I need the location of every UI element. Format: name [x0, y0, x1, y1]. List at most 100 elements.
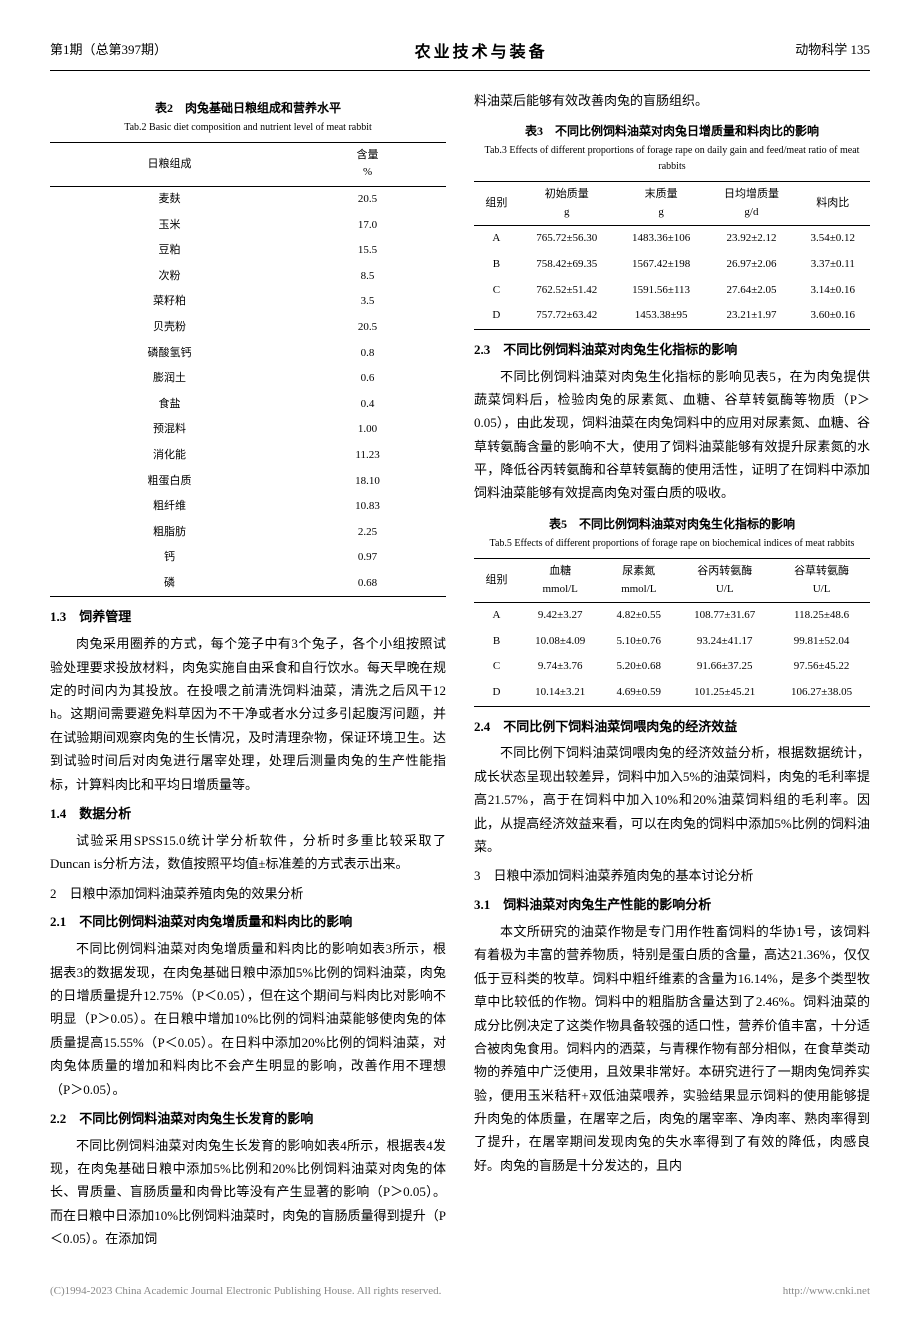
- table-cell: 菜籽粕: [50, 289, 289, 315]
- table5-title: 表5 不同比例饲料油菜对肉兔生化指标的影响: [474, 515, 870, 534]
- two-column-layout: 表2 肉兔基础日粮组成和营养水平 Tab.2 Basic diet compos…: [50, 89, 870, 1253]
- table-cell: 8.5: [289, 264, 446, 290]
- table-cell: 4.69±0.59: [601, 680, 676, 706]
- table-cell: 106.27±38.05: [773, 680, 870, 706]
- table-cell: 膨润土: [50, 366, 289, 392]
- table-cell: 预混料: [50, 417, 289, 443]
- table-cell: 99.81±52.04: [773, 629, 870, 655]
- table-row: 菜籽粕3.5: [50, 289, 446, 315]
- table-header-cell: 日粮组成: [50, 142, 289, 186]
- table-cell: 麦麸: [50, 186, 289, 212]
- table-cell: 钙: [50, 545, 289, 571]
- table-header-cell: 初始质量 g: [519, 182, 615, 226]
- table-cell: 91.66±37.25: [676, 654, 773, 680]
- sec-2-1-title: 2.1 不同比例饲料油菜对肉兔增质量和料肉比的影响: [50, 912, 446, 933]
- table-cell: 3.54±0.12: [796, 226, 870, 252]
- sec-2-1-body: 不同比例饲料油菜对肉兔增质量和料肉比的影响如表3所示，根据表3的数据发现，在肉兔…: [50, 937, 446, 1101]
- table-cell: 11.23: [289, 443, 446, 469]
- table-header-cell: 末质量 g: [615, 182, 708, 226]
- header-right: 动物科学 135: [795, 40, 870, 66]
- table-cell: 5.20±0.68: [601, 654, 676, 680]
- footer-copyright: (C)1994-2023 China Academic Journal Elec…: [50, 1283, 441, 1301]
- page-footer: (C)1994-2023 China Academic Journal Elec…: [50, 1283, 870, 1301]
- sec-2-2-title: 2.2 不同比例饲料油菜对肉兔生长发育的影响: [50, 1109, 446, 1130]
- sec-3-1-title: 3.1 饲料油菜对肉兔生产性能的影响分析: [474, 895, 870, 916]
- header-left: 第1期（总第397期）: [50, 40, 167, 66]
- table-row: C762.52±51.421591.56±11327.64±2.053.14±0…: [474, 278, 870, 304]
- table-cell: 3.60±0.16: [796, 303, 870, 329]
- table-cell: 15.5: [289, 238, 446, 264]
- table-row: 次粉8.5: [50, 264, 446, 290]
- table-cell: 3.14±0.16: [796, 278, 870, 304]
- sec-1-4-body: 试验采用SPSS15.0统计学分析软件，分析时多重比较采取了Duncan is分…: [50, 829, 446, 876]
- table3: 组别初始质量 g末质量 g日均增质量 g/d料肉比 A765.72±56.301…: [474, 181, 870, 330]
- table-row: C9.74±3.765.20±0.6891.66±37.2597.56±45.2…: [474, 654, 870, 680]
- table-cell: 26.97±2.06: [707, 252, 795, 278]
- table-cell: 豆粕: [50, 238, 289, 264]
- table-cell: 消化能: [50, 443, 289, 469]
- table-header-cell: 谷丙转氨酶 U/L: [676, 559, 773, 603]
- table5-subtitle: Tab.5 Effects of different proportions o…: [474, 536, 870, 552]
- table-cell: 10.14±3.21: [519, 680, 601, 706]
- right-column: 料油菜后能够有效改善肉兔的盲肠组织。 表3 不同比例饲料油菜对肉兔日增质量和料肉…: [474, 89, 870, 1253]
- table-cell: 765.72±56.30: [519, 226, 615, 252]
- table-cell: 9.42±3.27: [519, 603, 601, 629]
- table-cell: 101.25±45.21: [676, 680, 773, 706]
- table-row: 食盐0.4: [50, 392, 446, 418]
- table-cell: 20.5: [289, 315, 446, 341]
- table-row: B758.42±69.351567.42±19826.97±2.063.37±0…: [474, 252, 870, 278]
- table-header-cell: 血糖 mmol/L: [519, 559, 601, 603]
- table-cell: 23.92±2.12: [707, 226, 795, 252]
- table-row: 粗脂肪2.25: [50, 520, 446, 546]
- table-row: 预混料1.00: [50, 417, 446, 443]
- table-cell: A: [474, 603, 519, 629]
- table-cell: 758.42±69.35: [519, 252, 615, 278]
- table-header-cell: 含量 %: [289, 142, 446, 186]
- table-cell: 0.8: [289, 341, 446, 367]
- table-cell: 0.4: [289, 392, 446, 418]
- table-cell: 食盐: [50, 392, 289, 418]
- left-column: 表2 肉兔基础日粮组成和营养水平 Tab.2 Basic diet compos…: [50, 89, 446, 1253]
- sec-1-3-title: 1.3 饲养管理: [50, 607, 446, 628]
- sec-2-2-body: 不同比例饲料油菜对肉兔生长发育的影响如表4所示，根据表4发现，在肉兔基础日粮中添…: [50, 1134, 446, 1251]
- table-header-cell: 组别: [474, 559, 519, 603]
- table-row: 粗纤维10.83: [50, 494, 446, 520]
- table-cell: 粗脂肪: [50, 520, 289, 546]
- table-cell: 118.25±48.6: [773, 603, 870, 629]
- table-row: B10.08±4.095.10±0.7693.24±41.1799.81±52.…: [474, 629, 870, 655]
- table2-title: 表2 肉兔基础日粮组成和营养水平: [50, 99, 446, 118]
- table-cell: 0.68: [289, 571, 446, 597]
- table-row: D757.72±63.421453.38±9523.21±1.973.60±0.…: [474, 303, 870, 329]
- table-header-cell: 组别: [474, 182, 519, 226]
- table-cell: 27.64±2.05: [707, 278, 795, 304]
- table-cell: 贝壳粉: [50, 315, 289, 341]
- table-cell: 0.6: [289, 366, 446, 392]
- table-row: 麦麸20.5: [50, 186, 446, 212]
- table-header-cell: 料肉比: [796, 182, 870, 226]
- table-cell: 10.83: [289, 494, 446, 520]
- table-cell: 93.24±41.17: [676, 629, 773, 655]
- sec-2-4-title: 2.4 不同比例下饲料油菜饲喂肉兔的经济效益: [474, 717, 870, 738]
- table-cell: 97.56±45.22: [773, 654, 870, 680]
- table-row: 粗蛋白质18.10: [50, 469, 446, 495]
- table3-subtitle: Tab.3 Effects of different proportions o…: [474, 143, 870, 175]
- table-cell: C: [474, 654, 519, 680]
- table-cell: 4.82±0.55: [601, 603, 676, 629]
- page-header: 第1期（总第397期） 农业技术与装备 动物科学 135: [50, 40, 870, 71]
- table2-subtitle: Tab.2 Basic diet composition and nutrien…: [50, 120, 446, 136]
- table-row: A765.72±56.301483.36±10623.92±2.123.54±0…: [474, 226, 870, 252]
- table-cell: 5.10±0.76: [601, 629, 676, 655]
- table-cell: 23.21±1.97: [707, 303, 795, 329]
- sec-3-1-body: 本文所研究的油菜作物是专门用作牲畜饲料的华协1号，该饲料有着极为丰富的营养物质，…: [474, 920, 870, 1177]
- sec-1-3-body: 肉兔采用圈养的方式，每个笼子中有3个兔子，各个小组按照试验处理要求投放材料，肉兔…: [50, 632, 446, 796]
- table-cell: 3.5: [289, 289, 446, 315]
- table-row: 消化能11.23: [50, 443, 446, 469]
- table-cell: 粗蛋白质: [50, 469, 289, 495]
- table-row: 玉米17.0: [50, 213, 446, 239]
- table-cell: C: [474, 278, 519, 304]
- table-cell: 757.72±63.42: [519, 303, 615, 329]
- sec-2-title: 2 日粮中添加饲料油菜养殖肉兔的效果分析: [50, 884, 446, 905]
- table-cell: 1591.56±113: [615, 278, 708, 304]
- table-cell: 2.25: [289, 520, 446, 546]
- table-row: D10.14±3.214.69±0.59101.25±45.21106.27±3…: [474, 680, 870, 706]
